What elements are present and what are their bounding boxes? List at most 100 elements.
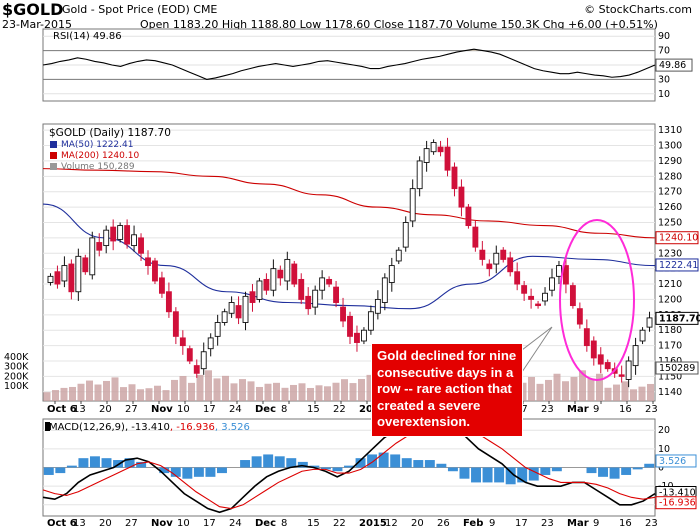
candle-body (618, 374, 625, 377)
price-tick-label: 1210 (658, 279, 682, 290)
macd-hist-bar (471, 467, 481, 483)
candle-body (576, 308, 583, 325)
macd-hist-bar (355, 458, 366, 468)
volume-bar (69, 386, 76, 401)
macd-hist-bar (286, 458, 297, 468)
macd-hist-bar (43, 467, 54, 475)
macd-last-label-signal: -16.936 (659, 498, 696, 509)
candle-body (381, 277, 388, 303)
macd-hist-bar (598, 467, 609, 477)
macd-x-label: 2015 (359, 518, 387, 529)
volume-bar (349, 383, 357, 401)
macd-x-label: Dec (255, 518, 276, 529)
macd-x-label: 15 (307, 518, 320, 529)
macd-x-label: 26 (437, 518, 450, 529)
macd-legend-part: MACD(12,26,9) (49, 422, 125, 433)
macd-x-label: 9 (489, 518, 495, 529)
price-tick-label: 1160 (658, 356, 682, 367)
candle-body (193, 365, 200, 374)
macd-hist-bar (390, 454, 401, 468)
price-x-label: 24 (229, 404, 242, 415)
volume-tick-label: 100K (4, 381, 29, 392)
macd-hist-bar (274, 456, 285, 468)
macd-x-label: 20 (99, 518, 112, 529)
candle-body (263, 278, 270, 291)
macd-hist-bar (494, 467, 505, 483)
ma50-line (42, 203, 656, 310)
price-legend-volume: Volume 150,289 (61, 162, 135, 172)
candle-body (500, 249, 507, 260)
candle-body (298, 278, 305, 300)
candle-body (367, 311, 374, 331)
price-tick-label: 1170 (658, 341, 682, 352)
candle-body (333, 286, 340, 303)
candle-body (172, 311, 179, 337)
macd-hist-bar (540, 467, 551, 475)
price-x-label: 22 (333, 404, 346, 415)
volume-bar (52, 390, 59, 401)
macd-hist-bar (182, 467, 193, 479)
candle-body (207, 337, 214, 350)
price-tick-label: 1140 (658, 387, 682, 398)
macd-x-label: 20 (411, 518, 424, 529)
candle-body (131, 234, 138, 247)
candle-body (514, 271, 521, 285)
macd-x-label: Oct 6 (47, 518, 77, 529)
instrument-name-text: Gold - Spot Price (EOD) (62, 3, 190, 16)
macd-x-label: 16 (619, 518, 632, 529)
volume-bar (230, 383, 238, 401)
candle-body (89, 237, 96, 276)
volume-bar (86, 380, 93, 401)
candle-body (597, 354, 604, 365)
macd-hist-bar (551, 467, 562, 472)
volume-bar (587, 378, 595, 401)
volume-bar (77, 383, 85, 401)
candle-body (388, 265, 395, 283)
rsi-tick-label: 90 (658, 31, 670, 42)
volume-bar (111, 377, 119, 401)
rsi-last-box (655, 58, 693, 72)
candle-body (110, 226, 117, 242)
candle-body (186, 348, 193, 362)
candle-body (458, 186, 465, 208)
candle-body (242, 295, 249, 323)
macd-legend: MACD(12,26,9), -13.410, -16.936, 3.526 (49, 422, 250, 433)
candle-body (82, 257, 89, 273)
candle-body (423, 148, 430, 163)
candle-body (54, 271, 61, 285)
volume-bar (579, 370, 586, 401)
volume-bar (562, 381, 569, 401)
macd-hist-bar (240, 460, 251, 468)
candle-body (117, 225, 124, 240)
volume-bar (281, 387, 289, 401)
candle-body (284, 258, 291, 282)
macd-hist-bar (447, 467, 458, 472)
rsi-legend: RSI(14) 49.86 (53, 31, 122, 42)
macd-x-label: 17 (515, 518, 528, 529)
candle-body (221, 311, 228, 323)
macd-last-box-hist (655, 454, 697, 468)
price-tick-label: 1300 (658, 141, 682, 152)
volume-bar (358, 378, 365, 401)
candle-body (562, 265, 569, 285)
chart-date: 23-Mar-2015 (2, 18, 72, 31)
macd-hist-bar (424, 460, 435, 468)
macd-x-label: Mar (567, 518, 589, 529)
candle-body (270, 268, 277, 291)
volume-bar (630, 389, 637, 401)
candle-body (451, 166, 458, 190)
candle-body (409, 188, 416, 222)
ohlc-line: Open 1183.20 High 1188.80 Low 1178.60 Cl… (140, 18, 658, 31)
volume-bar (613, 384, 620, 401)
price-x-label: Oct 6 (47, 404, 77, 415)
macd-tick-label: 0 (658, 463, 664, 474)
volume-bar (60, 387, 68, 401)
macd-x-label: 24 (229, 518, 242, 529)
macd-x-label: 9 (593, 518, 599, 529)
candle-body (535, 303, 542, 307)
volume-bar (256, 386, 263, 401)
legend-swatch-ma50 (50, 141, 57, 148)
macd-hist-bar (401, 458, 412, 468)
volume-bar (528, 376, 535, 401)
price-legend-ma200: MA(200) 1240.10 (61, 151, 139, 161)
